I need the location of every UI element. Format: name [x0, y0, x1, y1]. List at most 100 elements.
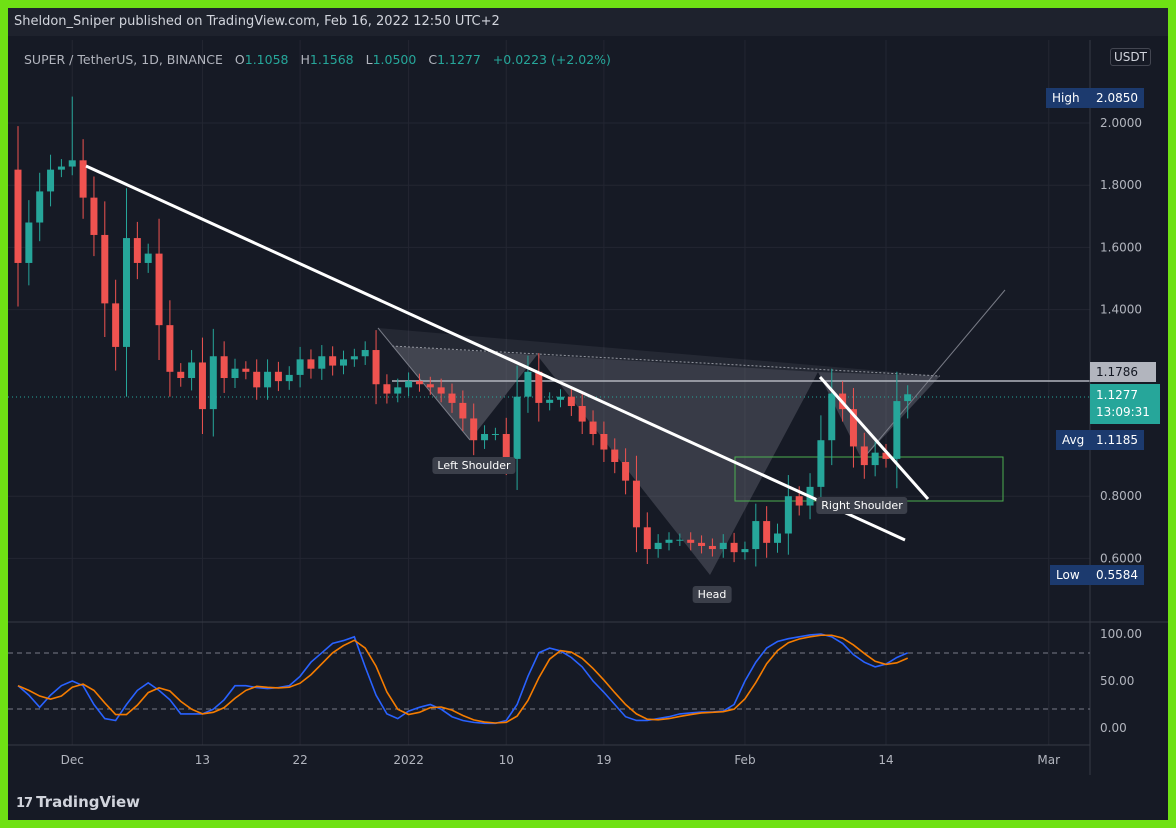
candle-body: [426, 384, 434, 388]
candle-body: [687, 539, 695, 543]
candle-body: [253, 371, 261, 388]
short-trend-line[interactable]: [818, 376, 930, 500]
price-tick-label: 0.8000: [1100, 489, 1142, 503]
candle-body: [68, 160, 76, 167]
candle-body: [57, 166, 65, 170]
candle-body: [676, 539, 684, 541]
publish-header: Sheldon_Sniper published on TradingView.…: [8, 8, 1168, 36]
candle-body: [155, 253, 163, 326]
candle-body: [741, 549, 749, 553]
candle-body: [871, 452, 879, 466]
time-tick-label: Dec: [61, 753, 84, 767]
candle-body: [882, 452, 890, 459]
candle-body: [25, 222, 33, 263]
candle-body: [491, 434, 499, 435]
candle-body: [654, 542, 662, 550]
candle-body: [415, 381, 423, 385]
price-tick-label: 0.6000: [1100, 551, 1142, 565]
candle-body: [90, 197, 98, 235]
candle-body: [698, 542, 706, 546]
candle-body: [383, 384, 391, 394]
ohlc-legend: SUPER / TetherUS, 1D, BINANCE O1.1058 H1…: [24, 52, 611, 67]
candle-body: [535, 371, 543, 403]
close-value: 1.1277: [437, 52, 481, 67]
chart-frame: [8, 8, 1168, 820]
candle-body: [296, 359, 304, 375]
stoch-tick-label: 0.00: [1100, 721, 1127, 735]
currency-button[interactable]: USDT: [1110, 48, 1151, 66]
candles: [14, 96, 912, 567]
downtrend-line[interactable]: [85, 164, 906, 542]
stoch-tick-label: 50.00: [1100, 674, 1134, 688]
tradingview-logo[interactable]: 17 TradingView: [16, 793, 141, 811]
bar-countdown: 13:09:31: [1096, 405, 1150, 419]
candle-body: [231, 368, 239, 379]
candle-body: [600, 434, 608, 450]
last-price-tag: 1.1277 13:09:31: [1090, 384, 1160, 424]
candle-body: [177, 371, 185, 379]
left-shoulder-label[interactable]: Left Shoulder: [432, 457, 516, 474]
right-shoulder-label[interactable]: Right Shoulder: [816, 497, 908, 514]
time-tick-label: 19: [596, 753, 611, 767]
candle-body: [242, 368, 250, 372]
price-tick-label: 1.6000: [1100, 240, 1142, 254]
candle-body: [405, 381, 413, 388]
symbol-label[interactable]: SUPER / TetherUS, 1D, BINANCE: [24, 52, 223, 67]
high-value-tag: 2.0850: [1090, 88, 1144, 108]
price-tick-label: 1.8000: [1100, 178, 1142, 192]
time-tick-label: 2022: [393, 753, 424, 767]
time-tick-label: 14: [878, 753, 893, 767]
candle-body: [763, 521, 771, 543]
candle-body: [470, 418, 478, 441]
candle-body: [448, 393, 456, 403]
candle-body: [708, 545, 716, 550]
candle-body: [36, 191, 44, 223]
price-tick-label: 2.0000: [1100, 116, 1142, 130]
candle-body: [632, 480, 640, 528]
support-zone-rectangle[interactable]: [734, 456, 1004, 502]
low-value-tag: 0.5584: [1090, 565, 1144, 585]
candle-body: [340, 359, 347, 366]
high-label: High: [1046, 88, 1090, 108]
candle-body: [307, 359, 315, 369]
candle-body: [611, 449, 619, 462]
candle-body: [264, 371, 272, 388]
candle-body: [513, 396, 521, 459]
low-label: Low: [1050, 565, 1090, 585]
candle-body: [144, 253, 152, 263]
candle-body: [188, 362, 196, 379]
right-shoulder-triangle: [818, 372, 940, 460]
candle-body: [752, 521, 760, 550]
candle-body: [209, 356, 217, 410]
candle-body: [350, 356, 358, 360]
candle-body: [795, 496, 803, 506]
candle-body: [546, 399, 554, 403]
candle-body: [665, 539, 673, 543]
candle-body: [79, 160, 87, 198]
candle-body: [904, 394, 912, 402]
candle-body: [578, 406, 586, 422]
candle-body: [285, 374, 293, 382]
open-value: 1.1058: [244, 52, 289, 67]
high-value: 1.1568: [309, 52, 354, 67]
candle-body: [589, 421, 597, 434]
candle-body: [459, 402, 467, 419]
candle-body: [557, 396, 564, 400]
candle-body: [329, 356, 337, 366]
candle-body: [849, 409, 857, 447]
left-shoulder-triangle: [392, 346, 537, 440]
avg-label: Avg: [1056, 430, 1090, 450]
candle-body: [101, 234, 109, 304]
tradingview-logo-icon: 17: [16, 796, 33, 811]
stoch-k-line: [17, 633, 909, 725]
candle-body: [730, 542, 738, 553]
time-tick-label: 22: [292, 753, 307, 767]
candle-body: [318, 356, 326, 369]
head-and-shoulders-pattern[interactable]: [377, 289, 1006, 575]
candle-body: [784, 496, 792, 534]
neck-area: [378, 328, 940, 376]
candle-body: [394, 387, 402, 394]
head-label[interactable]: Head: [692, 586, 732, 603]
candle-body: [719, 542, 727, 550]
